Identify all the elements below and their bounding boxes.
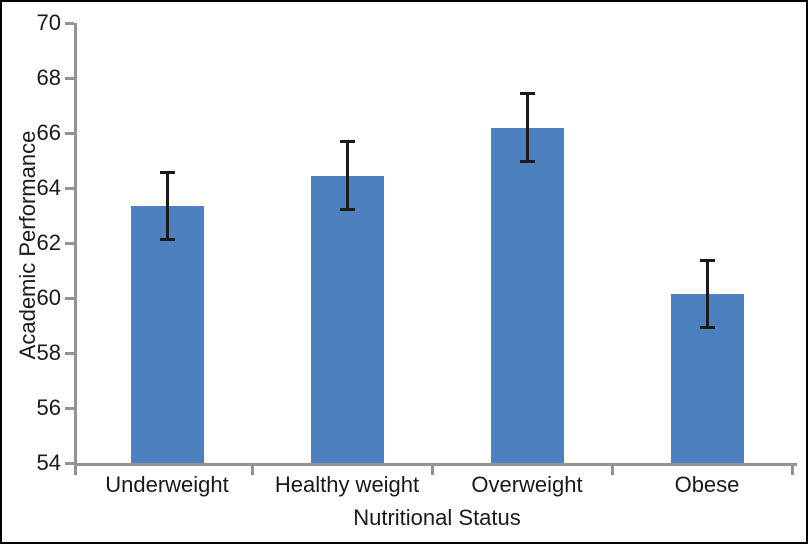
y-axis-tick-mark [65, 242, 74, 245]
y-axis-tick-mark [65, 22, 74, 25]
error-bar-cap-top [339, 140, 355, 144]
y-axis-tick-mark [65, 352, 74, 355]
bar-overweight [490, 127, 564, 463]
x-axis-tick-mark [431, 466, 434, 475]
y-tick-label: 70 [36, 10, 61, 35]
bar-underweight [130, 205, 204, 463]
y-axis-tick-mark [65, 297, 74, 300]
y-tick-label: 62 [36, 230, 61, 255]
error-bar-cap-bottom [159, 238, 175, 242]
y-axis-tick-mark [65, 407, 74, 410]
category-label-overweight: Overweight [471, 472, 583, 497]
x-axis-title: Nutritional Status [353, 505, 521, 530]
y-tick-label: 66 [36, 120, 61, 145]
x-axis-tick-mark [74, 466, 77, 475]
x-axis-tick-mark [611, 466, 614, 475]
y-tick-label: 56 [36, 395, 61, 420]
y-tick-label: 64 [36, 175, 61, 200]
y-axis-tick-mark [65, 77, 74, 80]
error-bar-line [165, 171, 169, 241]
y-tick-label: 54 [36, 450, 61, 475]
error-bar-cap-bottom [699, 326, 715, 330]
x-axis-tick-mark [791, 466, 794, 475]
error-bar-cap-bottom [519, 159, 535, 163]
bar-healthy-weight [310, 175, 384, 463]
x-axis-line [74, 463, 797, 466]
y-tick-label: 60 [36, 285, 61, 310]
category-label-healthy-weight: Healthy weight [274, 472, 420, 497]
category-label-underweight: Underweight [105, 472, 229, 497]
error-bar-line [705, 259, 709, 329]
error-bar-cap-bottom [339, 208, 355, 211]
error-bar-cap-top [519, 92, 535, 96]
error-bar-line [345, 141, 349, 210]
error-bar-cap-top [699, 258, 715, 262]
y-axis-line [74, 23, 77, 463]
y-axis-tick-mark [65, 462, 74, 465]
error-bar-line [525, 93, 529, 162]
x-axis-tick-mark [251, 466, 254, 475]
y-axis-tick-mark [65, 187, 74, 190]
category-label-obese: Obese [674, 472, 740, 497]
y-tick-label: 58 [36, 340, 61, 365]
y-tick-label: 68 [36, 65, 61, 90]
y-axis-tick-mark [65, 132, 74, 135]
error-bar-cap-top [159, 170, 175, 174]
